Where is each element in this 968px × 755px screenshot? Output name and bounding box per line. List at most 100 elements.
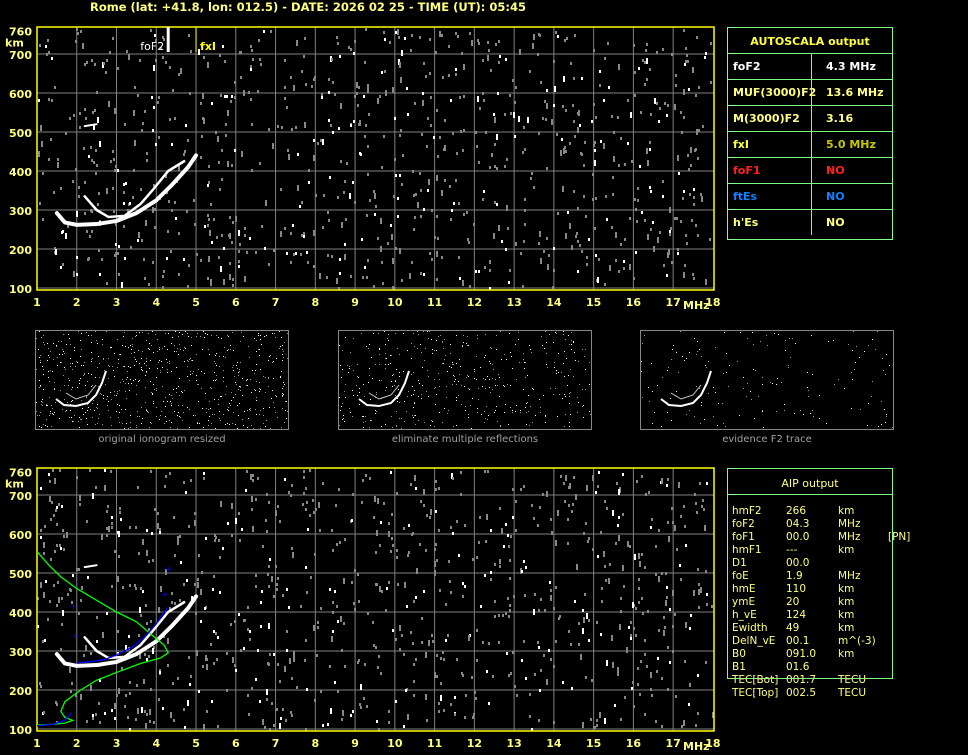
noise-dot	[280, 376, 281, 377]
noise-dot	[241, 332, 242, 333]
noise-dot	[462, 674, 464, 677]
noise-dot	[215, 363, 216, 364]
noise-dot	[698, 86, 700, 89]
noise-dot	[188, 656, 190, 659]
noise-dot	[266, 335, 267, 336]
noise-dot	[180, 68, 182, 74]
noise-dot	[583, 417, 584, 418]
noise-dot	[112, 150, 114, 153]
noise-dot	[662, 48, 664, 51]
noise-dot	[413, 333, 414, 334]
noise-dot	[159, 671, 161, 674]
noise-dot	[125, 409, 126, 410]
noise-dot	[160, 415, 161, 416]
noise-dot	[671, 420, 672, 421]
noise-dot	[407, 113, 409, 116]
noise-dot	[155, 334, 156, 335]
noise-dot	[57, 581, 59, 584]
noise-dot	[242, 419, 243, 420]
noise-dot	[514, 101, 516, 104]
noise-dot	[238, 265, 240, 268]
noise-dot	[413, 228, 415, 231]
noise-dot	[484, 357, 485, 358]
noise-dot	[418, 396, 419, 397]
noise-dot	[92, 714, 94, 717]
noise-dot	[506, 158, 508, 161]
noise-dot	[211, 241, 213, 244]
noise-dot	[413, 663, 415, 666]
noise-dot	[886, 416, 887, 417]
noise-dot	[545, 416, 546, 417]
noise-dot	[160, 372, 161, 373]
noise-dot	[72, 387, 73, 388]
noise-dot	[202, 93, 204, 99]
noise-dot	[92, 403, 93, 404]
noise-dot	[69, 380, 70, 381]
noise-dot	[686, 358, 687, 359]
noise-dot	[108, 365, 109, 366]
noise-dot	[159, 531, 161, 534]
noise-dot	[498, 40, 500, 43]
noise-dot	[226, 689, 228, 692]
noise-dot	[484, 574, 486, 577]
noise-dot	[92, 717, 94, 720]
noise-dot	[178, 386, 179, 387]
noise-dot	[41, 337, 42, 338]
noise-dot	[651, 518, 653, 521]
noise-dot	[72, 363, 73, 364]
noise-dot	[641, 361, 642, 362]
noise-dot	[399, 418, 400, 419]
noise-dot	[167, 664, 169, 667]
noise-dot	[689, 193, 691, 196]
noise-dot	[240, 390, 241, 391]
noise-dot	[404, 37, 406, 40]
noise-dot	[684, 264, 686, 267]
noise-dot	[233, 397, 234, 398]
noise-dot	[113, 210, 115, 213]
noise-dot	[388, 721, 390, 724]
noise-dot	[497, 421, 498, 422]
echo-trace	[660, 370, 712, 408]
noise-dot	[221, 234, 223, 237]
noise-dot	[100, 393, 101, 394]
noise-dot	[118, 359, 119, 360]
noise-dot	[237, 405, 238, 406]
noise-dot	[55, 249, 57, 255]
noise-dot	[128, 54, 130, 60]
noise-dot	[701, 402, 702, 403]
noise-dot	[272, 143, 274, 149]
noise-dot	[680, 220, 682, 223]
echo-trace	[368, 384, 400, 400]
noise-dot	[171, 343, 172, 344]
noise-dot	[70, 410, 71, 411]
noise-dot	[220, 266, 222, 272]
noise-dot	[717, 425, 718, 426]
noise-dot	[153, 65, 155, 71]
noise-dot	[399, 648, 401, 651]
noise-dot	[404, 582, 406, 588]
noise-dot	[214, 414, 215, 415]
noise-dot	[291, 714, 293, 717]
noise-dot	[563, 482, 565, 485]
noise-dot	[583, 164, 585, 167]
noise-dot	[260, 63, 262, 66]
noise-dot	[597, 555, 599, 558]
noise-dot	[571, 247, 573, 250]
noise-dot	[399, 372, 400, 373]
noise-dot	[54, 389, 55, 390]
noise-dot	[247, 379, 248, 380]
noise-dot	[119, 511, 121, 514]
aip-cell: 00.1	[786, 635, 810, 647]
noise-dot	[397, 29, 399, 35]
noise-dot	[415, 193, 417, 196]
noise-dot	[356, 385, 357, 386]
noise-dot	[557, 35, 559, 38]
noise-dot	[468, 376, 469, 377]
noise-dot	[395, 700, 397, 703]
noise-dot	[601, 600, 603, 603]
noise-dot	[439, 31, 441, 37]
noise-dot	[283, 386, 284, 387]
noise-dot	[478, 541, 480, 544]
noise-dot	[652, 221, 654, 224]
noise-dot	[646, 58, 648, 64]
